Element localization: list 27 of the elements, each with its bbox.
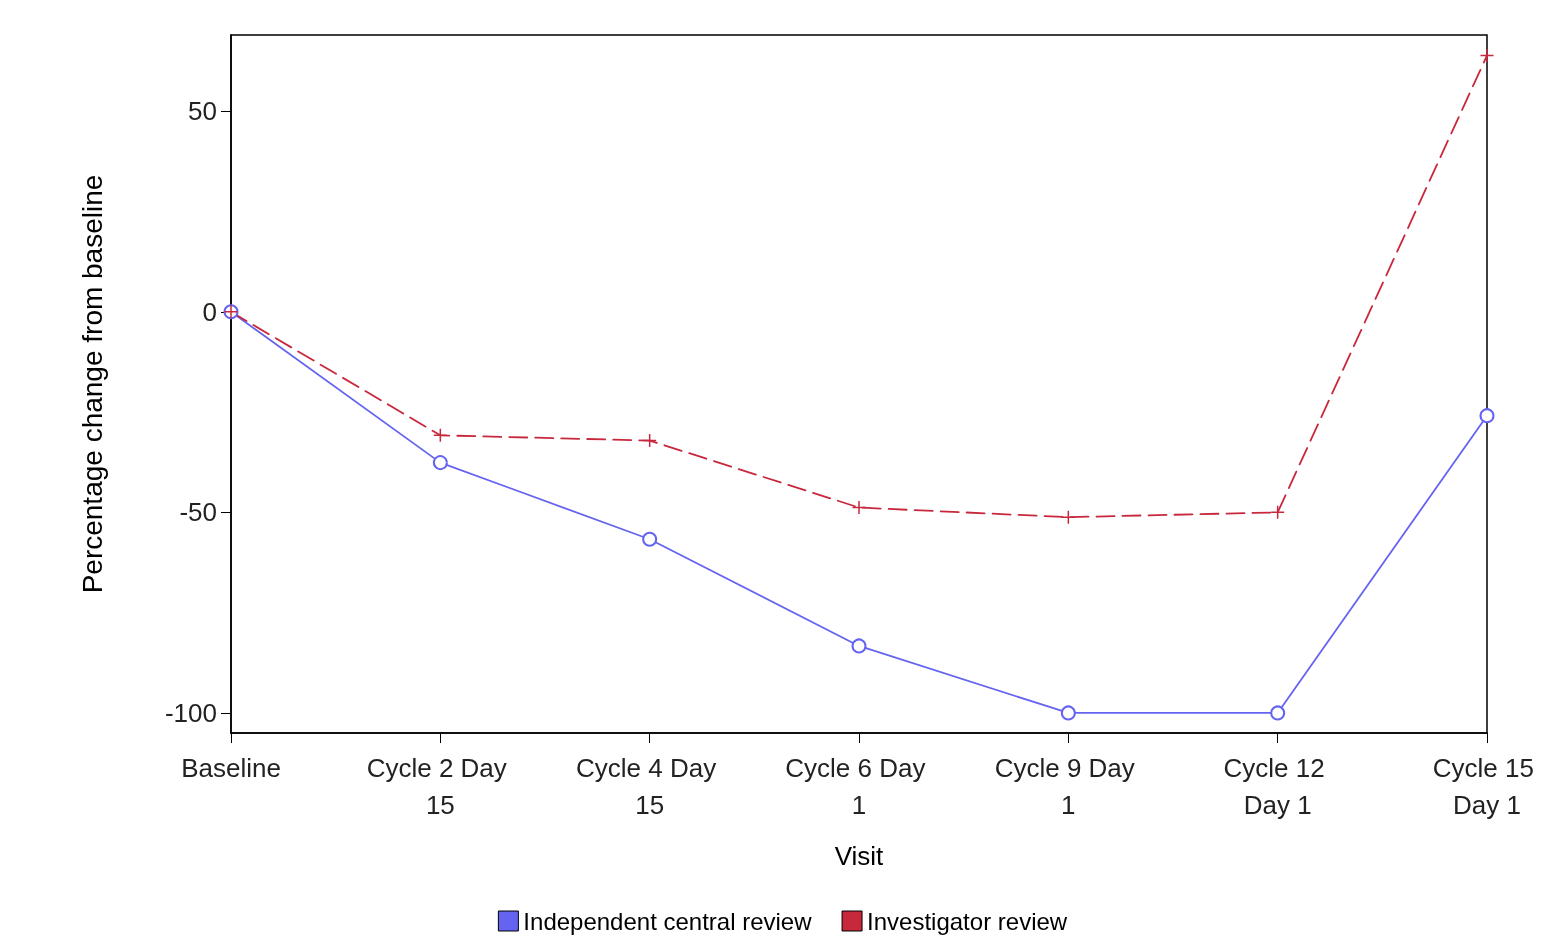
y-tick-label: -100 (164, 697, 217, 728)
y-tick-label: -50 (179, 497, 217, 528)
y-tick-label: 50 (188, 96, 217, 127)
x-axis-title: Visit (834, 841, 885, 871)
legend-label: Investigator review (867, 907, 1068, 935)
point (642, 531, 658, 547)
point (1270, 505, 1285, 520)
point (851, 638, 867, 654)
point (1479, 408, 1495, 424)
point (433, 428, 448, 443)
y-axis-title: Percentage change from baseline (76, 174, 108, 594)
point (642, 433, 657, 448)
point (432, 455, 448, 471)
point (851, 500, 867, 515)
point (1270, 705, 1286, 721)
point (1479, 48, 1495, 63)
y-tick-label: 0 (202, 296, 217, 327)
legend-label: Independent central review (523, 907, 813, 935)
x-tick-label: Cycle 15 Day 1 (1432, 752, 1542, 820)
x-tick-label: Baseline (181, 752, 281, 783)
point (1061, 509, 1076, 525)
x-tick-label: Cycle 9 Day 1 (994, 752, 1143, 820)
x-tick-label: Cycle 4 Day 15 (575, 752, 724, 820)
x-tick-label: Cycle 12 Day 1 (1223, 752, 1332, 820)
x-tick-label: Cycle 2 Day 15 (366, 752, 515, 820)
point (1060, 705, 1076, 721)
x-tick-label: Cycle 6 Day 1 (785, 752, 933, 820)
